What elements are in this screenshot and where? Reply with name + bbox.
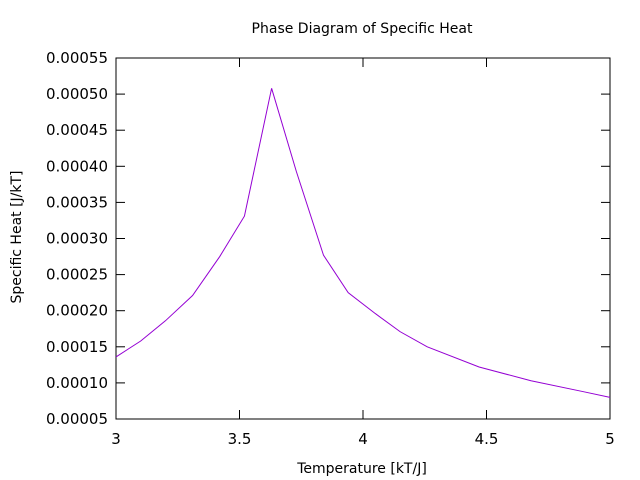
y-tick-label: 0.00040 [46, 157, 108, 175]
x-tick-label: 3.5 [228, 430, 252, 448]
x-tick-label: 4 [358, 430, 368, 448]
y-tick-label: 0.00055 [46, 49, 108, 67]
x-tick-label: 4.5 [475, 430, 499, 448]
y-axis-ticks: 0.00005 0.00010 0.00015 0.00020 0.00025 0.000… [46, 49, 610, 428]
x-tick-label: 5 [605, 430, 615, 448]
x-axis-label: Temperature [kT/J] [296, 461, 427, 477]
x-tick-label: 3 [111, 430, 121, 448]
y-axis-label: Specific Heat [J/kT] [9, 170, 25, 303]
x-axis-ticks: 3 3.5 4 4.5 5 [111, 58, 615, 448]
chart-title: Phase Diagram of Specific Heat [252, 21, 473, 37]
y-tick-label: 0.00050 [46, 85, 108, 103]
y-tick-label: 0.00030 [46, 230, 108, 248]
y-tick-label: 0.00010 [46, 374, 108, 392]
plot-frame [115, 57, 611, 420]
y-tick-label: 0.00005 [46, 410, 108, 428]
series-line [115, 88, 611, 398]
y-tick-label: 0.00025 [46, 266, 108, 284]
y-tick-label: 0.00045 [46, 121, 108, 139]
y-tick-label: 0.00020 [46, 302, 108, 320]
y-tick-label: 0.00035 [46, 193, 108, 211]
y-tick-label: 0.00015 [46, 338, 108, 356]
data-points [115, 88, 611, 398]
